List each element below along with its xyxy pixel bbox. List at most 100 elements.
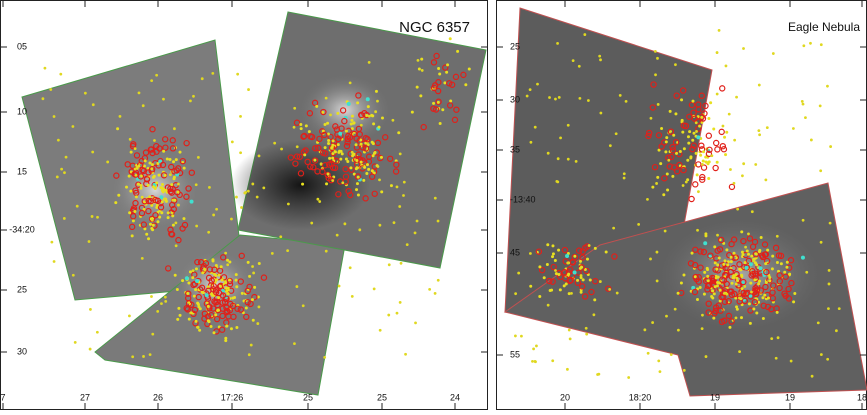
source-yellow: [828, 283, 831, 286]
source-yellow: [647, 352, 650, 355]
source-yellow: [89, 348, 92, 351]
source-yellow: [757, 129, 760, 132]
source-yellow: [565, 282, 568, 285]
source-cyan: [205, 293, 209, 297]
y-label: -34:20: [9, 224, 35, 234]
source-yellow: [792, 300, 795, 303]
source-cyan: [565, 254, 569, 258]
source-yellow: [245, 306, 248, 309]
source-yellow: [393, 221, 396, 224]
source-yellow: [323, 356, 326, 359]
source-yellow: [517, 272, 520, 275]
source-yellow: [749, 282, 752, 285]
source-yellow: [202, 291, 205, 294]
source-yellow: [770, 337, 773, 340]
source-yellow: [195, 267, 198, 270]
source-yellow: [287, 203, 290, 206]
source-yellow: [131, 234, 134, 237]
source-yellow: [365, 114, 368, 117]
source-yellow: [239, 151, 242, 154]
source-yellow: [730, 260, 733, 263]
source-yellow: [535, 345, 538, 348]
source-yellow: [585, 327, 588, 330]
source-yellow: [767, 296, 770, 299]
source-yellow: [241, 292, 244, 295]
source-yellow: [332, 139, 335, 142]
source-yellow: [164, 296, 167, 299]
source-yellow: [355, 188, 358, 191]
source-yellow: [53, 260, 56, 263]
source-yellow: [308, 130, 311, 133]
source-yellow: [258, 306, 261, 309]
source-yellow: [801, 100, 804, 103]
source-yellow: [687, 142, 690, 145]
source-yellow: [664, 150, 667, 153]
source-yellow: [790, 360, 793, 363]
source-yellow: [201, 77, 204, 80]
source-yellow: [162, 150, 165, 153]
x-label: 18: [857, 392, 867, 402]
source-yellow: [716, 281, 719, 284]
source-yellow: [726, 293, 729, 296]
source-yellow: [514, 292, 517, 295]
source-yellow: [197, 156, 200, 159]
source-yellow: [731, 282, 734, 285]
source-cyan: [758, 266, 762, 270]
source-cyan: [744, 266, 748, 270]
source-yellow: [173, 127, 176, 130]
source-yellow: [324, 146, 327, 149]
source-yellow: [303, 153, 306, 156]
source-yellow: [250, 344, 253, 347]
source-cyan: [703, 241, 707, 245]
source-yellow: [809, 42, 812, 45]
source-yellow: [735, 283, 738, 286]
source-yellow: [768, 276, 771, 279]
source-yellow: [367, 168, 370, 171]
source-yellow: [733, 139, 736, 142]
source-yellow: [723, 136, 726, 139]
source-yellow: [49, 88, 52, 91]
source-yellow: [128, 175, 131, 178]
source-cyan: [190, 200, 194, 204]
source-yellow: [293, 126, 296, 129]
source-yellow: [183, 167, 186, 170]
source-yellow: [536, 83, 539, 86]
panel-title: NGC 6357: [399, 19, 470, 36]
y-label: 30: [510, 94, 520, 104]
source-yellow: [240, 206, 243, 209]
source-yellow: [337, 151, 340, 154]
source-yellow: [337, 143, 340, 146]
source-yellow: [464, 83, 467, 86]
source-yellow: [420, 58, 423, 61]
source-yellow: [147, 237, 150, 240]
source-yellow: [195, 183, 198, 186]
source-yellow: [443, 81, 446, 84]
source-yellow: [718, 257, 721, 260]
source-yellow: [667, 159, 670, 162]
source-yellow: [228, 279, 231, 282]
source-yellow: [357, 194, 360, 197]
source-yellow: [549, 289, 552, 292]
source-yellow: [132, 219, 135, 222]
source-yellow: [587, 99, 590, 102]
source-yellow: [578, 97, 581, 100]
source-yellow: [529, 88, 532, 91]
source-yellow: [716, 161, 719, 164]
source-yellow: [404, 353, 407, 356]
source-yellow: [225, 287, 228, 290]
source-yellow: [251, 298, 254, 301]
source-yellow: [179, 314, 182, 317]
y-label: 10: [17, 106, 27, 116]
source-yellow: [724, 259, 727, 262]
source-yellow: [360, 124, 363, 127]
source-yellow: [646, 198, 649, 201]
source-yellow: [829, 145, 832, 148]
source-yellow: [153, 175, 156, 178]
source-yellow: [399, 152, 402, 155]
source-yellow: [89, 308, 92, 311]
source-yellow: [693, 132, 696, 135]
source-yellow: [725, 131, 728, 134]
source-yellow: [346, 160, 349, 163]
source-yellow: [570, 292, 573, 295]
source-yellow: [723, 292, 726, 295]
